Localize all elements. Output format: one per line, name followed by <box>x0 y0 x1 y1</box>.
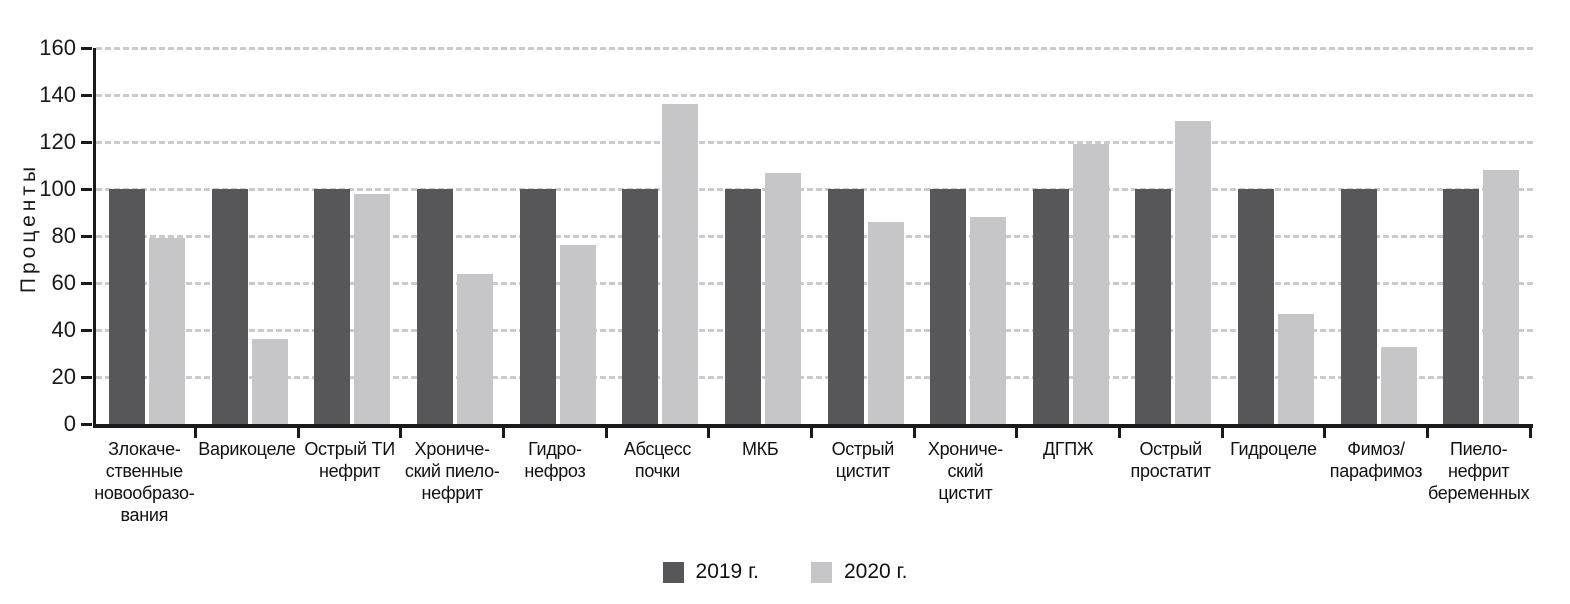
bar-2020-6 <box>764 172 801 424</box>
bar-2020-4 <box>559 245 596 424</box>
bar-2020-3 <box>456 273 493 424</box>
bar-2020-8 <box>970 217 1007 424</box>
y-tick-label-100: 100 <box>39 176 76 201</box>
x-tick-14 <box>1528 428 1532 438</box>
y-tick-label-140: 140 <box>39 82 76 107</box>
bar-2019-9 <box>1032 189 1069 424</box>
legend-label-2020: 2020 г. <box>844 560 908 583</box>
x-tick-8 <box>912 428 916 438</box>
category-label-2: Острый ТИ нефрит <box>304 439 395 481</box>
x-tick-9 <box>1015 428 1019 438</box>
category-label-0: Злокаче- ственные новообразо- вания <box>94 439 195 525</box>
x-tick-3 <box>399 428 403 438</box>
bar-2019-11 <box>1238 189 1275 424</box>
bar-2020-7 <box>867 221 904 424</box>
gridline-120 <box>96 140 1533 144</box>
gridline-80 <box>96 234 1533 238</box>
x-tick-13 <box>1425 428 1429 438</box>
bar-2019-0 <box>109 189 145 424</box>
category-label-5: Абсцесс почки <box>623 439 692 481</box>
x-tick-5 <box>604 428 608 438</box>
bar-2019-8 <box>930 189 967 424</box>
x-category-labels: Злокаче- ственные новообразо- вания Варик… <box>93 438 1530 558</box>
x-tick-2 <box>296 428 300 438</box>
legend-item-2020: 2020 г. <box>811 560 907 584</box>
bar-2020-10 <box>1175 120 1212 424</box>
x-tick-1 <box>194 428 198 438</box>
y-tick-0 <box>81 422 92 426</box>
gridline-20 <box>96 375 1533 379</box>
category-label-11: Гидроцеле <box>1230 439 1317 459</box>
x-tick-12 <box>1323 428 1327 438</box>
y-tick-label-0: 0 <box>63 411 76 436</box>
bar-2020-1 <box>251 339 288 424</box>
bar-2019-6 <box>724 189 761 424</box>
gridline-160 <box>96 46 1533 50</box>
x-tick-11 <box>1220 428 1224 438</box>
plot-area <box>93 46 1533 428</box>
bar-2019-1 <box>211 189 248 424</box>
bar-2020-13 <box>1483 170 1520 424</box>
gridline-40 <box>96 328 1533 332</box>
category-label-7: Острый цистит <box>831 439 895 481</box>
y-tick-label-80: 80 <box>51 223 76 248</box>
x-tick-4 <box>502 428 506 438</box>
gridline-100 <box>96 187 1533 191</box>
category-label-8: Хрониче- ский цистит <box>927 439 1003 503</box>
y-tick-60 <box>81 281 92 285</box>
y-tick-label-40: 40 <box>51 317 76 342</box>
y-tick-20 <box>81 375 92 379</box>
category-label-3: Хрониче- ский пиело- нефрит <box>404 439 500 503</box>
bar-2019-3 <box>416 189 453 424</box>
x-tick-10 <box>1117 428 1121 438</box>
category-label-13: Пиело- нефрит беременных <box>1428 439 1530 503</box>
category-label-1: Варикоцеле <box>198 439 296 459</box>
bar-2019-10 <box>1135 189 1172 424</box>
category-label-9: ДГПЖ <box>1042 439 1094 459</box>
legend-item-2019: 2019 г. <box>662 560 759 584</box>
bar-2019-7 <box>827 189 864 424</box>
category-label-4: Гидро- нефроз <box>524 439 586 481</box>
legend: 2019 г. 2020 г. <box>0 560 1570 584</box>
bar-2020-11 <box>1278 313 1315 424</box>
bar-2019-13 <box>1443 189 1480 424</box>
legend-swatch-2019 <box>662 561 684 583</box>
gridline-60 <box>96 281 1533 285</box>
category-label-12: Фимоз/ парафимоз <box>1329 439 1423 481</box>
y-tick-100 <box>81 187 92 191</box>
bar-2019-12 <box>1340 189 1377 424</box>
y-tick-140 <box>81 93 92 97</box>
x-tick-6 <box>707 428 711 438</box>
y-tick-40 <box>81 328 92 332</box>
bar-2020-5 <box>662 104 699 424</box>
bar-2019-4 <box>519 189 556 424</box>
category-label-10: Острый простатит <box>1130 439 1212 481</box>
y-tick-120 <box>81 140 92 144</box>
y-tick-160 <box>81 46 92 50</box>
y-tick-80 <box>81 234 92 238</box>
bar-2020-12 <box>1380 346 1417 424</box>
y-tick-label-20: 20 <box>51 364 76 389</box>
y-tick-label-120: 120 <box>39 129 76 154</box>
category-label-6: МКБ <box>741 439 779 459</box>
bar-2020-2 <box>354 193 391 424</box>
legend-label-2019: 2019 г. <box>695 560 759 583</box>
gridline-140 <box>96 93 1533 97</box>
bar-2019-5 <box>622 189 659 424</box>
x-tick-7 <box>810 428 813 438</box>
y-tick-label-60: 60 <box>51 270 76 295</box>
bar-2020-9 <box>1072 144 1109 424</box>
bar-2019-2 <box>314 189 351 424</box>
legend-swatch-2020 <box>811 561 832 583</box>
y-tick-label-160: 160 <box>39 35 76 60</box>
bar-2020-0 <box>149 238 185 424</box>
